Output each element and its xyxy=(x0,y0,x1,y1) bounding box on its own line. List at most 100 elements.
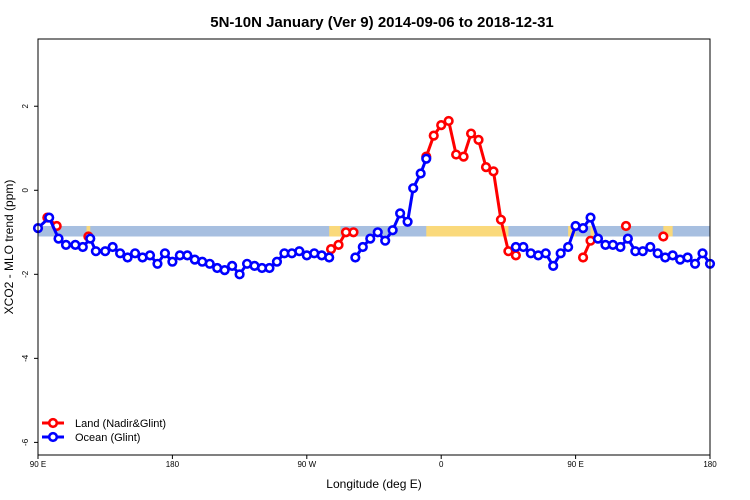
data-point xyxy=(480,162,492,173)
data-point xyxy=(428,130,439,141)
data-point xyxy=(204,258,215,269)
data-point xyxy=(402,216,413,227)
data-point xyxy=(503,246,514,257)
data-point xyxy=(421,153,432,164)
data-point xyxy=(652,248,663,259)
legend-marker xyxy=(47,431,59,443)
data-point xyxy=(395,208,406,219)
land-band xyxy=(590,225,595,237)
data-point xyxy=(129,248,141,259)
data-point xyxy=(436,120,447,131)
legend-label: Ocean (Glint) xyxy=(75,432,140,444)
data-point xyxy=(333,239,344,250)
x-tick-label: 180 xyxy=(166,460,180,469)
y-tick-label: -2 xyxy=(21,270,30,278)
data-point xyxy=(144,250,156,261)
land-band xyxy=(568,225,576,237)
data-point xyxy=(324,252,335,263)
y-tick-label: -4 xyxy=(21,354,30,362)
series-land xyxy=(42,115,669,263)
data-point xyxy=(645,241,656,253)
data-point xyxy=(159,248,171,259)
data-point xyxy=(585,212,596,223)
series-ocean xyxy=(32,153,716,280)
data-point xyxy=(350,252,361,263)
data-point xyxy=(348,227,359,238)
data-point xyxy=(555,248,566,259)
land-band xyxy=(86,225,91,237)
land-band xyxy=(426,225,509,237)
data-point xyxy=(615,241,626,253)
land-band xyxy=(329,225,341,237)
chart-title: 5N-10N January (Ver 9) 2014-09-06 to 201… xyxy=(210,14,554,31)
legend: Land (Nadir&Glint) Ocean (Glint) xyxy=(42,417,166,444)
data-point xyxy=(592,233,604,244)
data-point xyxy=(458,151,469,162)
data-point xyxy=(357,241,368,253)
y-tick-label: -6 xyxy=(21,438,30,446)
y-tick-label: 0 xyxy=(21,187,30,192)
data-point xyxy=(465,128,477,139)
data-point xyxy=(443,115,454,127)
data-point xyxy=(488,166,499,177)
data-point xyxy=(182,250,193,261)
data-point xyxy=(85,233,96,244)
plot-frame xyxy=(37,38,711,456)
data-point xyxy=(380,235,391,246)
data-point xyxy=(90,246,101,257)
data-point xyxy=(658,231,669,242)
data-point xyxy=(577,252,589,263)
data-point xyxy=(122,252,133,263)
data-point xyxy=(44,212,55,223)
data-point xyxy=(577,222,589,234)
data-point xyxy=(637,246,648,257)
data-point xyxy=(473,134,484,145)
data-point xyxy=(234,269,245,280)
data-point xyxy=(408,183,419,194)
x-tick-label: 90 E xyxy=(30,460,46,469)
y-axis-label: XCO2 - MLO trend (ppm) xyxy=(2,180,16,315)
data-point xyxy=(264,262,275,274)
data-point xyxy=(563,241,574,253)
x-axis-label: Longitude (deg E) xyxy=(326,477,421,491)
data-point xyxy=(77,241,88,253)
data-point xyxy=(697,248,708,259)
x-tick-label: 90 W xyxy=(297,460,316,469)
data-point xyxy=(387,225,398,236)
x-tick-label: 180 xyxy=(703,460,717,469)
land-band xyxy=(663,225,673,237)
data-point xyxy=(372,227,383,238)
data-point xyxy=(53,233,64,244)
data-point xyxy=(271,256,283,267)
data-point xyxy=(100,246,111,257)
data-point xyxy=(548,260,559,272)
data-point xyxy=(60,239,72,250)
data-point xyxy=(495,214,507,225)
data-point xyxy=(622,233,633,244)
data-point xyxy=(689,258,701,269)
y-axis: 2 0 -2 -4 -6 xyxy=(21,103,38,446)
data-point xyxy=(620,220,632,232)
data-point xyxy=(667,250,678,261)
series-layer xyxy=(32,115,716,280)
data-point xyxy=(540,248,551,259)
data-point xyxy=(227,260,238,272)
data-point xyxy=(219,265,230,276)
data-point xyxy=(152,258,163,269)
data-point xyxy=(167,256,178,267)
x-tick-label: 0 xyxy=(439,460,444,469)
x-axis: 90 E 180 90 W 0 90 E 180 xyxy=(30,455,717,469)
legend-marker xyxy=(47,417,59,429)
data-point xyxy=(365,233,376,244)
y-tick-label: 2 xyxy=(21,103,30,108)
data-point xyxy=(415,168,426,179)
data-point xyxy=(294,246,305,257)
data-point xyxy=(115,248,126,259)
data-point xyxy=(682,252,693,263)
data-point xyxy=(107,241,118,253)
data-point xyxy=(518,241,529,253)
legend-label: Land (Nadir&Glint) xyxy=(75,418,166,430)
x-tick-label: 90 E xyxy=(567,460,583,469)
data-point xyxy=(510,250,521,261)
